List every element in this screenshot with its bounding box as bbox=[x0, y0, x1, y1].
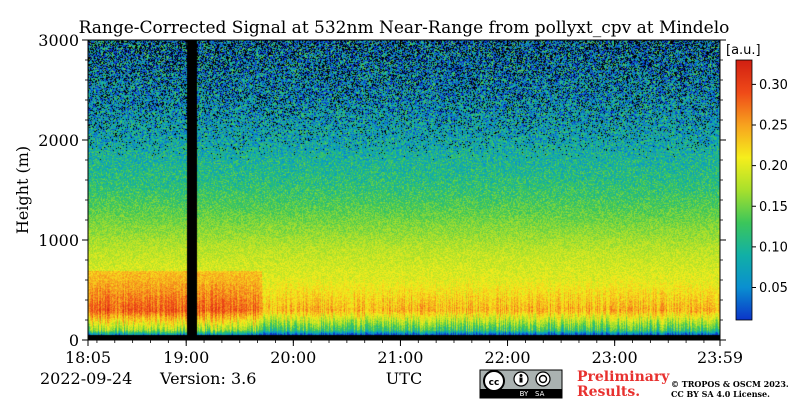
colorbar-tick-label: 0.20 bbox=[759, 159, 788, 174]
colorbar-tick-label: 0.10 bbox=[759, 240, 788, 255]
colorbar-ticks: 0.05 0.10 0.15 0.20 0.25 0.30 bbox=[752, 78, 788, 296]
copyright-line-2: CC BY SA 4.0 License. bbox=[671, 389, 770, 399]
signal-heatmap bbox=[88, 40, 720, 340]
svg-text:cc: cc bbox=[489, 378, 500, 388]
x-tick-label: 22:00 bbox=[484, 348, 530, 367]
y-axis-label: Height (m) bbox=[13, 146, 32, 234]
utc-label: UTC bbox=[386, 369, 422, 388]
preliminary-line-1: Preliminary bbox=[577, 369, 670, 385]
colorbar-tick-label: 0.05 bbox=[759, 281, 788, 296]
x-tick-label: 20:00 bbox=[270, 348, 316, 367]
version-label: Version: 3.6 bbox=[159, 369, 256, 388]
colorbar-tick-label: 0.25 bbox=[759, 119, 788, 134]
copyright-line-1: © TROPOS & OSCM 2023. bbox=[671, 379, 789, 389]
cc-badge-text: BY SA bbox=[520, 390, 545, 398]
chart-title: Range-Corrected Signal at 532nm Near-Ran… bbox=[79, 18, 730, 38]
x-tick-label: 18:05 bbox=[65, 348, 111, 367]
sa-icon bbox=[536, 372, 550, 386]
plot-area: 18:05 19:00 20:00 21:00 22:00 23:00 23:59 0 100… bbox=[38, 31, 743, 367]
preliminary-line-2: Results. bbox=[577, 384, 640, 400]
colorbar: [a.u.] 0.05 0.10 0.15 0.20 0.25 0.30 bbox=[726, 43, 788, 320]
x-tick-label: 23:59 bbox=[697, 348, 743, 367]
y-tick-label: 1000 bbox=[38, 231, 79, 250]
y-tick-label: 0 bbox=[69, 331, 79, 350]
y-tick-label: 2000 bbox=[38, 131, 79, 150]
x-tick-label: 23:00 bbox=[592, 348, 638, 367]
colorbar-unit: [a.u.] bbox=[726, 43, 761, 58]
y-tick-label: 3000 bbox=[38, 31, 79, 50]
date-label: 2022-09-24 bbox=[40, 369, 132, 388]
cc-license-badge: cc BY SA bbox=[480, 370, 562, 398]
x-tick-label: 21:00 bbox=[377, 348, 423, 367]
x-tick-label: 19:00 bbox=[163, 348, 209, 367]
colorbar-gradient bbox=[736, 60, 752, 320]
colorbar-tick-label: 0.15 bbox=[759, 200, 788, 215]
colorbar-tick-label: 0.30 bbox=[759, 78, 788, 93]
